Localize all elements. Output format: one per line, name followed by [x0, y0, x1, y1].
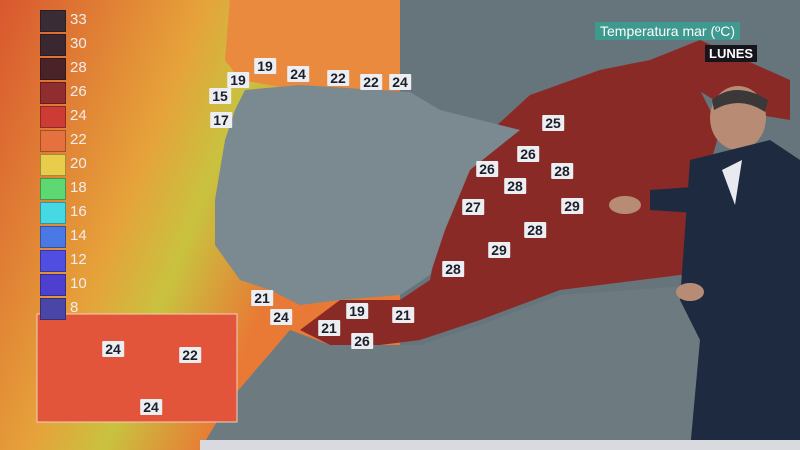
- temperature-label: 24: [102, 341, 124, 357]
- temperature-label: 15: [209, 88, 231, 104]
- temperature-label: 24: [140, 399, 162, 415]
- legend-value: 20: [70, 155, 87, 172]
- temperature-label: 19: [346, 303, 368, 319]
- legend-item: 30: [40, 34, 87, 56]
- presenter: [609, 86, 800, 450]
- legend-item: 18: [40, 178, 87, 200]
- legend-value: 26: [70, 83, 87, 100]
- legend-swatch: [40, 154, 66, 176]
- temperature-label: 19: [227, 72, 249, 88]
- temperature-label: 17: [210, 112, 232, 128]
- legend-swatch: [40, 274, 66, 296]
- legend-item: 26: [40, 82, 87, 104]
- temperature-label: 25: [542, 115, 564, 131]
- legend-item: 12: [40, 250, 87, 272]
- mediterranean-sea: [300, 60, 720, 345]
- legend-value: 28: [70, 59, 87, 76]
- floor-strip: [200, 440, 800, 450]
- legend-value: 14: [70, 227, 87, 244]
- temperature-label: 21: [251, 290, 273, 306]
- canary-islands-inset: [36, 313, 238, 423]
- temperature-label: 29: [488, 242, 510, 258]
- legend-swatch: [40, 82, 66, 104]
- day-label: LUNES: [705, 45, 758, 62]
- map-title: Temperatura mar (ºC): [595, 22, 741, 40]
- temperature-label: 22: [179, 347, 201, 363]
- legend-item: 8: [40, 298, 78, 320]
- iberian-peninsula: [215, 85, 520, 305]
- temperature-label: 22: [327, 70, 349, 86]
- temperature-label: 24: [270, 309, 292, 325]
- bay-of-biscay: [225, 0, 430, 90]
- legend-item: 16: [40, 202, 87, 224]
- legend-swatch: [40, 178, 66, 200]
- legend-swatch: [40, 298, 66, 320]
- legend-swatch: [40, 106, 66, 128]
- temperature-label: 24: [287, 66, 309, 82]
- legend-swatch: [40, 130, 66, 152]
- legend-value: 24: [70, 107, 87, 124]
- temperature-label: 29: [561, 198, 583, 214]
- temperature-label: 22: [360, 74, 382, 90]
- temperature-label: 24: [389, 74, 411, 90]
- legend-item: 28: [40, 58, 87, 80]
- legend-item: 14: [40, 226, 87, 248]
- temperature-label: 28: [442, 261, 464, 277]
- north-africa: [200, 285, 700, 450]
- legend-swatch: [40, 226, 66, 248]
- temperature-label: 26: [476, 161, 498, 177]
- temperature-label: 28: [551, 163, 573, 179]
- legend-swatch: [40, 202, 66, 224]
- legend-item: 22: [40, 130, 87, 152]
- legend-item: 33: [40, 10, 87, 32]
- legend-value: 22: [70, 131, 87, 148]
- legend-value: 33: [70, 11, 87, 28]
- legend-value: 18: [70, 179, 87, 196]
- legend-swatch: [40, 58, 66, 80]
- temperature-label: 27: [462, 199, 484, 215]
- temperature-label: 21: [318, 320, 340, 336]
- temperature-label: 19: [254, 58, 276, 74]
- legend-item: 20: [40, 154, 87, 176]
- temperature-legend: 33 30 28 26 24 22 20 18 16 14 12 10 8: [40, 10, 87, 322]
- legend-value: 30: [70, 35, 87, 52]
- temperature-label: 28: [504, 178, 526, 194]
- temperature-label: 28: [524, 222, 546, 238]
- legend-item: 10: [40, 274, 87, 296]
- legend-item: 24: [40, 106, 87, 128]
- temperature-label: 26: [517, 146, 539, 162]
- temperature-label: 26: [351, 333, 373, 349]
- temperature-label: 21: [392, 307, 414, 323]
- legend-value: 12: [70, 251, 87, 268]
- legend-swatch: [40, 250, 66, 272]
- legend-value: 10: [70, 275, 87, 292]
- legend-swatch: [40, 34, 66, 56]
- legend-value: 16: [70, 203, 87, 220]
- legend-value: 8: [70, 299, 79, 316]
- legend-swatch: [40, 10, 66, 32]
